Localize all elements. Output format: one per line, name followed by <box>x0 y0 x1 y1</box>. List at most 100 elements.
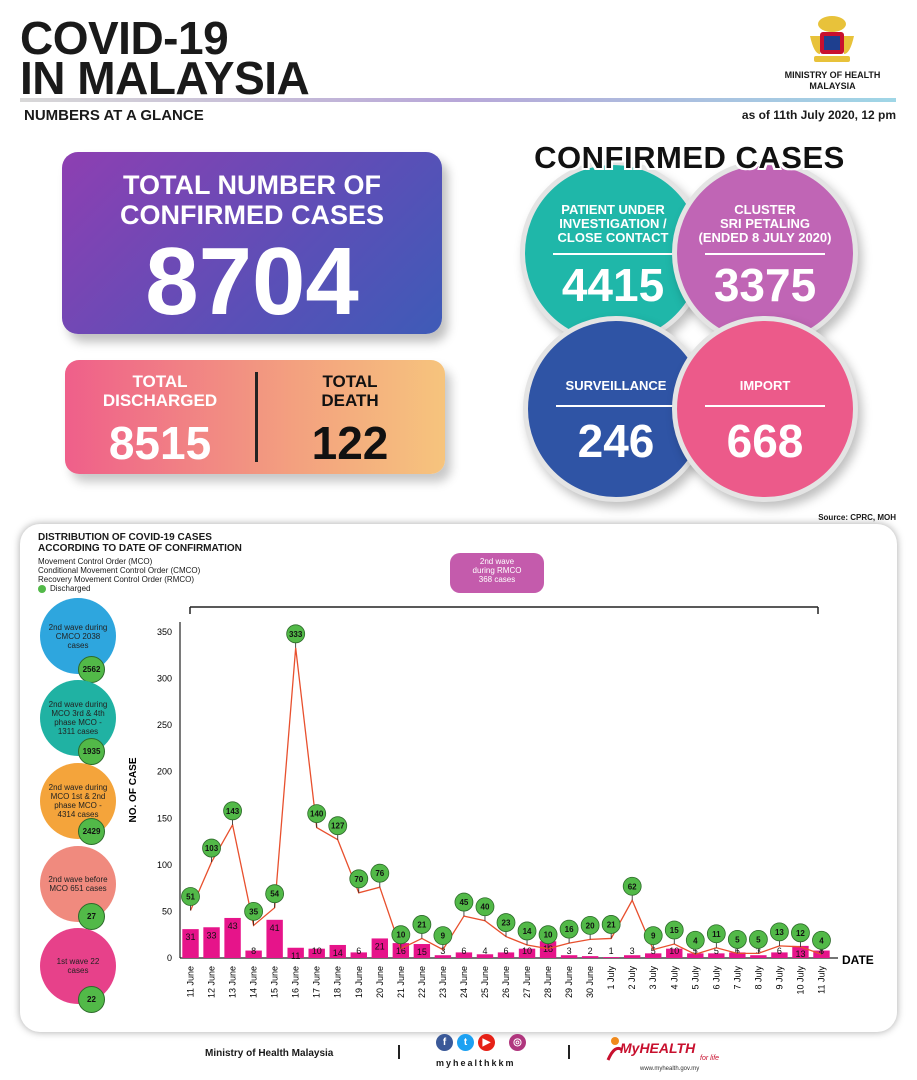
x-tick-label: 26 June <box>501 966 511 998</box>
discharged-marker <box>496 913 516 932</box>
pui-label: PATIENT UNDER INVESTIGATION / CLOSE CONT… <box>535 203 691 245</box>
bar <box>497 952 515 958</box>
instagram-icon[interactable]: ◎ <box>509 1034 526 1051</box>
discharged-marker <box>559 919 579 939</box>
death-label-line-2: DEATH <box>321 391 379 410</box>
chart-legend: Movement Control Order (MCO) Conditional… <box>38 557 200 593</box>
discharged-marker <box>349 869 369 889</box>
bar <box>666 948 683 958</box>
x-tick-label: 24 June <box>459 966 469 998</box>
discharged-data-label: 23 <box>502 919 511 928</box>
header-divider <box>20 98 896 102</box>
discharged-data-label: 140 <box>310 810 324 819</box>
discharged-marker <box>202 838 221 858</box>
bar-data-label: 5 <box>651 946 656 956</box>
discharged-data-label: 21 <box>417 920 426 929</box>
total-confirmed-label: TOTAL NUMBER OF CONFIRMED CASES <box>62 170 442 230</box>
discharged-marker <box>643 926 663 946</box>
chart-panel <box>20 524 897 1032</box>
page-title: COVID-19 IN MALAYSIA <box>20 12 310 101</box>
bar-data-label: 33 <box>207 930 217 940</box>
wave-discharged-badge: 2429 <box>78 818 105 845</box>
bar-data-label: 21 <box>375 941 385 951</box>
y-tick-label: 50 <box>162 906 172 916</box>
twitter-icon[interactable]: t <box>457 1034 474 1051</box>
card-divider <box>255 372 258 462</box>
ministry-line-1: MINISTRY OF HEALTH <box>784 70 881 80</box>
discharged-data-label: 11 <box>712 930 721 939</box>
import-circle: IMPORT 668 <box>672 316 858 502</box>
discharged-marker <box>770 922 789 942</box>
x-tick-label: 13 June <box>228 966 238 998</box>
wave-label: 2nd wave during MCO 3rd & 4th phase MCO … <box>48 700 108 736</box>
y-tick-label: 300 <box>157 674 172 684</box>
x-tick-label: 28 June <box>543 966 553 998</box>
bar <box>518 948 536 958</box>
discharged-data-label: 9 <box>651 932 656 941</box>
x-tick-label: 3 July <box>648 966 658 990</box>
myhealth-url[interactable]: www.myhealth.gov.my <box>640 1066 700 1072</box>
bar-data-label: 11 <box>291 951 300 961</box>
x-tick-label: 20 June <box>375 966 385 998</box>
discharged-data-label: 15 <box>670 926 679 935</box>
wave-label: 1st wave 22 cases <box>56 957 100 975</box>
discharged-data-label: 9 <box>441 932 446 941</box>
legend-discharged-label: Discharged <box>50 584 91 593</box>
x-tick-label: 16 June <box>291 966 301 998</box>
discharged-data-label: 5 <box>735 935 740 944</box>
bar-data-label: 5 <box>714 946 719 956</box>
y-tick-label: 150 <box>157 813 172 823</box>
bar <box>329 944 346 958</box>
x-tick-label: 1 July <box>606 966 616 990</box>
title-line-1: COVID-19 <box>20 12 229 64</box>
x-tick-label: 22 June <box>417 966 427 998</box>
confirmed-cases-title: CONFIRMED CASES <box>534 140 845 175</box>
discharged-data-label: 103 <box>205 844 219 853</box>
social-handle[interactable]: myhealthkkm <box>436 1058 516 1068</box>
bar-data-label: 6 <box>777 946 782 956</box>
bar-data-label: 31 <box>186 932 196 942</box>
discharged-marker <box>244 901 264 921</box>
myhealth-brand: MyHEALTH <box>620 1040 696 1056</box>
facebook-icon[interactable]: f <box>436 1034 453 1051</box>
wave-discharged-badge: 2562 <box>78 656 105 683</box>
bar <box>750 955 767 958</box>
myhealth-logo-icon <box>606 1037 623 1061</box>
bar <box>203 927 220 958</box>
footer-ministry: Ministry of Health Malaysia <box>205 1048 334 1059</box>
rmco-box-line-3: 368 cases <box>478 575 516 584</box>
x-tick-label: 11 June <box>186 966 196 997</box>
surveillance-label: SURVEILLANCE <box>565 378 667 393</box>
discharged-data-label: 127 <box>331 822 345 831</box>
bar <box>371 938 389 958</box>
discharged-marker <box>580 915 600 935</box>
surveillance-value: 246 <box>577 415 655 467</box>
discharged-data-label: 45 <box>459 898 468 907</box>
discharged-data-label: 51 <box>186 892 195 901</box>
cluster-label: CLUSTER SRI PETALING (ENDED 8 JULY 2020) <box>687 203 843 245</box>
bar-data-label: 10 <box>312 946 322 956</box>
discharged-data-label: 54 <box>270 890 279 899</box>
bar-data-label: 3 <box>567 946 572 956</box>
x-tick-label: 18 June <box>333 966 343 998</box>
x-tick-label: 19 June <box>354 966 364 998</box>
discharged-marker <box>286 624 306 644</box>
rmco-wave-box: 2nd wave during RMCO 368 cases <box>450 553 544 593</box>
x-tick-label: 21 June <box>396 966 406 998</box>
footer-divider <box>568 1045 570 1059</box>
wave-discharged-badge: 22 <box>78 986 105 1013</box>
discharged-data-label: 16 <box>565 925 574 934</box>
bar <box>266 919 283 958</box>
discharged-data-label: 20 <box>586 921 595 930</box>
x-tick-label: 12 June <box>207 966 217 998</box>
youtube-icon[interactable]: ▶ <box>478 1034 495 1051</box>
bar <box>287 947 304 958</box>
bar <box>645 953 662 958</box>
discharged-marker <box>538 925 558 945</box>
x-tick-label: 8 July <box>753 966 763 990</box>
discharged-marker <box>812 930 831 950</box>
pui-label-line-3: CLOSE CONTACT <box>557 230 669 245</box>
discharged-data-label: 35 <box>249 907 258 916</box>
bar-data-label: 13 <box>795 949 805 959</box>
